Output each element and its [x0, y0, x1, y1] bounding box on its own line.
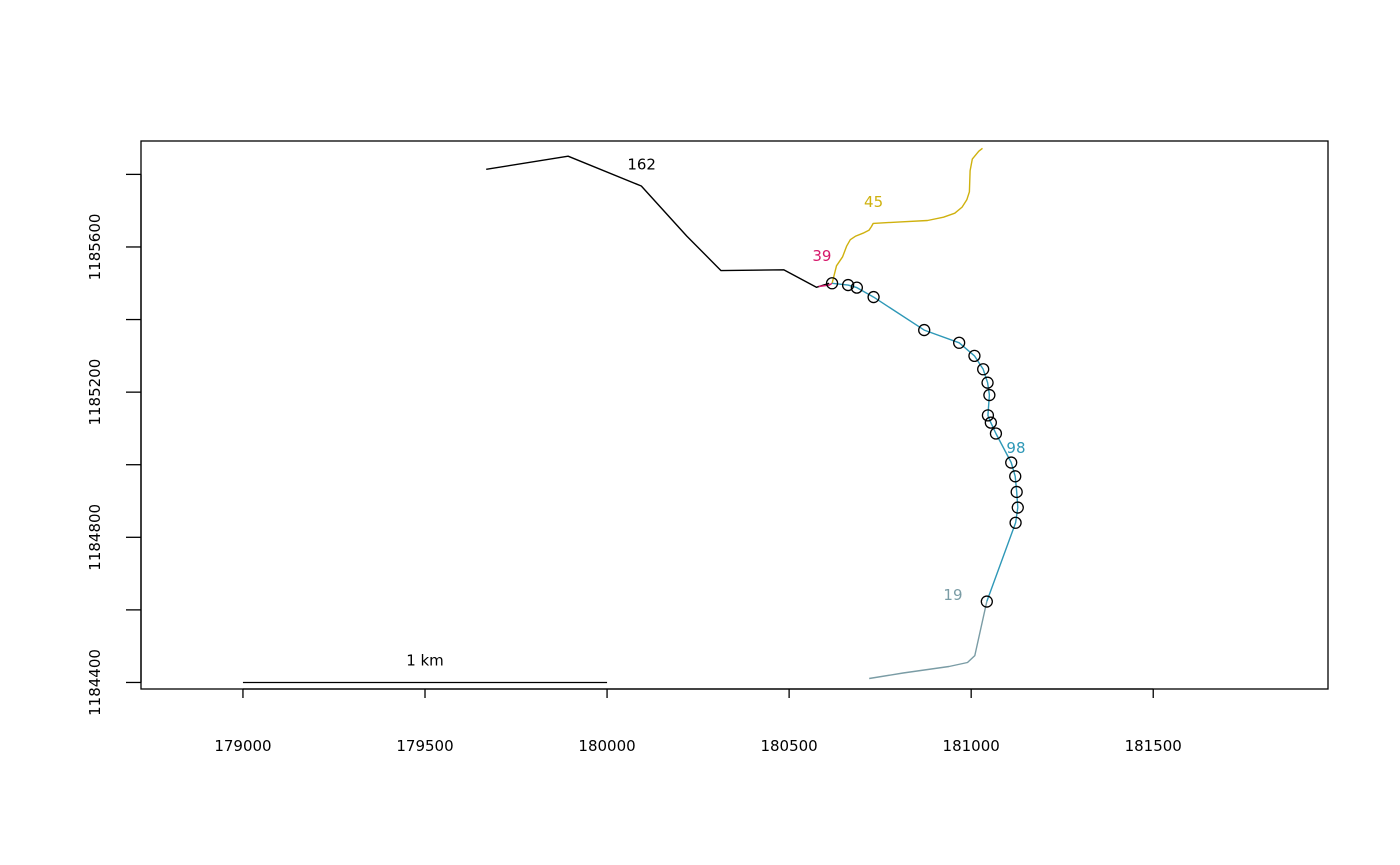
scale-bar-label: 1 km: [406, 651, 444, 669]
data-point: [968, 349, 981, 362]
data-point: [1005, 456, 1018, 469]
x-tick-label: 179000: [214, 737, 271, 755]
plot-area-frame: [140, 140, 1329, 690]
series-label-39: 39: [812, 247, 831, 265]
x-axis: 179000 179500 180000 180500 181000 181500: [214, 688, 1182, 755]
points-layer: [825, 277, 1024, 608]
y-axis: 1184400 1184800 1185200 1185600: [86, 173, 142, 716]
scale-bar: 1 km: [242, 651, 608, 684]
data-point: [980, 595, 993, 608]
data-point: [981, 376, 994, 389]
series-line-45: [831, 147, 983, 284]
data-point: [953, 336, 966, 349]
x-tick-label: 180500: [760, 737, 817, 755]
series-line-162: [486, 155, 830, 288]
x-tick-label: 179500: [396, 737, 453, 755]
series-label-98: 98: [1006, 439, 1025, 457]
series-label-19: 19: [943, 586, 962, 604]
data-point: [867, 290, 880, 304]
series-line-39: [818, 282, 833, 288]
data-point: [984, 416, 997, 429]
data-point: [989, 427, 1003, 440]
data-point: [1011, 501, 1024, 514]
y-tick-label: 1184800: [86, 504, 104, 571]
y-tick-label: 1185200: [86, 359, 104, 426]
data-point: [981, 409, 995, 422]
data-point: [841, 278, 855, 292]
data-point: [1009, 470, 1022, 483]
x-tick-label: 180000: [578, 737, 635, 755]
y-tick-label: 1185600: [86, 214, 104, 281]
data-point: [850, 281, 863, 294]
data-point: [918, 323, 931, 337]
data-point: [977, 363, 990, 376]
series-labels: 162 39 45 98 19: [627, 155, 1025, 604]
data-point: [1010, 485, 1023, 499]
data-point: [825, 277, 839, 290]
y-tick-label: 1184400: [86, 649, 104, 716]
data-point: [983, 388, 996, 402]
series-layer: [486, 147, 1019, 680]
x-tick-label: 181500: [1125, 737, 1182, 755]
series-label-162: 162: [627, 155, 656, 173]
x-tick-label: 181000: [943, 737, 1000, 755]
series-line-19: [869, 601, 988, 680]
data-point: [1009, 516, 1022, 529]
series-label-45: 45: [864, 193, 883, 211]
series-line-98: [832, 282, 1019, 602]
